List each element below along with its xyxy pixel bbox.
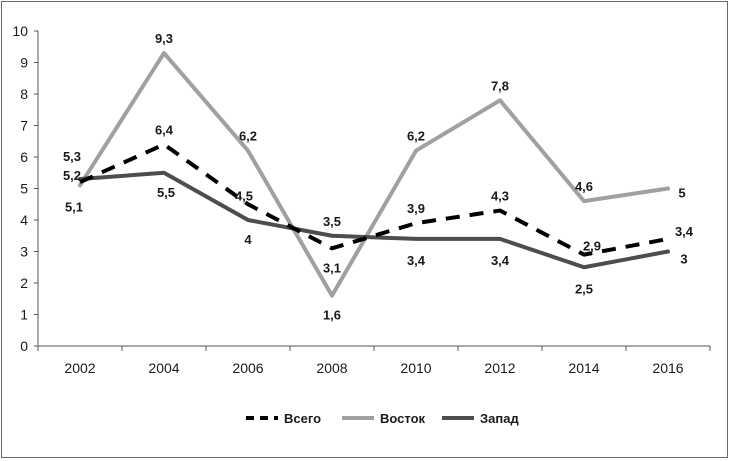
data-label: 4,5 xyxy=(235,188,253,203)
axes xyxy=(37,31,710,347)
y-tick-label: 7 xyxy=(20,118,28,134)
y-tick-label: 2 xyxy=(20,275,28,291)
data-label: 3,4 xyxy=(491,253,510,268)
data-label: 6,2 xyxy=(239,129,257,144)
data-label: 3,9 xyxy=(407,201,425,216)
data-label: 2,9 xyxy=(583,239,601,254)
legend-label-0: Всего xyxy=(284,411,321,426)
data-label: 4,6 xyxy=(575,179,593,194)
data-labels: 5,2 6,4 4,5 3,1 3,9 4,3 2,9 3,4 5,1 9,3 6,2 1,6 6,2 7… xyxy=(63,31,694,323)
data-label: 3,4 xyxy=(407,253,426,268)
series-line-0 xyxy=(79,142,669,257)
data-label: 3 xyxy=(680,252,687,267)
series-line-2 xyxy=(78,170,670,270)
y-tick-label: 0 xyxy=(20,338,28,354)
x-tick-label: 2010 xyxy=(400,360,431,376)
series-lines xyxy=(78,51,670,298)
y-tick-label: 4 xyxy=(20,212,28,228)
x-tick-label: 2002 xyxy=(64,360,95,376)
data-label: 5,5 xyxy=(157,185,175,200)
x-tick-label: 2014 xyxy=(568,360,599,376)
legend-label-2: Запад xyxy=(480,411,519,426)
y-tick-label: 5 xyxy=(20,181,28,197)
data-label: 6,4 xyxy=(155,122,174,137)
x-tick-label: 2008 xyxy=(316,360,347,376)
data-label: 3,1 xyxy=(323,260,341,275)
data-label: 5,1 xyxy=(65,199,83,214)
x-axis-ticks: 2002 2004 2006 2008 2010 2012 2014 2016 xyxy=(37,346,711,376)
data-label: 4,3 xyxy=(491,189,509,204)
x-tick-label: 2012 xyxy=(484,360,515,376)
legend-label-1: Восток xyxy=(380,411,426,426)
y-tick-label: 3 xyxy=(20,244,28,260)
x-tick-label: 2004 xyxy=(148,360,179,376)
data-label: 6,2 xyxy=(407,129,425,144)
y-tick-label: 8 xyxy=(20,86,28,102)
x-tick-label: 2016 xyxy=(652,360,683,376)
data-label: 7,8 xyxy=(491,78,509,93)
data-label: 2,5 xyxy=(575,281,593,296)
x-tick-label: 2006 xyxy=(232,360,263,376)
data-label: 9,3 xyxy=(155,31,173,46)
data-label: 5,2 xyxy=(63,168,81,183)
y-tick-label: 6 xyxy=(20,149,28,165)
data-label: 5 xyxy=(678,186,685,201)
data-label: 1,6 xyxy=(323,308,341,323)
data-label: 3,4 xyxy=(675,224,694,239)
y-tick-label: 10 xyxy=(12,23,28,39)
data-label: 4 xyxy=(244,232,252,247)
series-line-1 xyxy=(78,51,670,298)
y-axis-ticks: 0 1 2 3 4 5 6 7 8 9 10 xyxy=(12,23,38,354)
data-label: 3,5 xyxy=(323,214,341,229)
y-tick-label: 9 xyxy=(20,55,28,71)
legend: Всего Восток Запад xyxy=(246,411,519,426)
y-tick-label: 1 xyxy=(20,307,28,323)
data-label: 5,3 xyxy=(63,149,81,164)
